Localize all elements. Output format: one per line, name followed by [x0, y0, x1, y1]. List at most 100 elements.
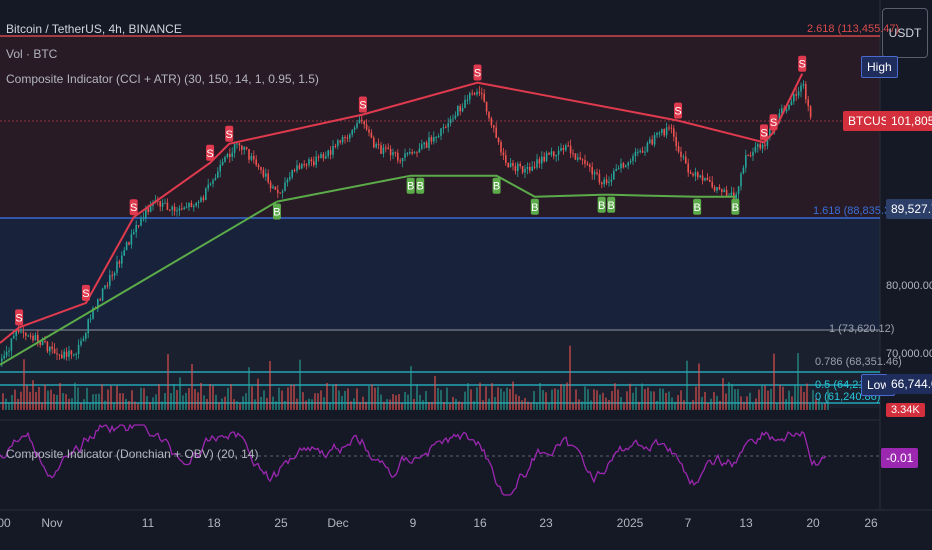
volume-bar: [578, 399, 580, 410]
candle-body: [214, 177, 217, 181]
volume-bar: [137, 403, 139, 410]
candle-body: [236, 143, 238, 145]
candle-body: [622, 163, 625, 168]
volume-bar: [107, 389, 109, 410]
candle-body: [262, 169, 265, 177]
volume-bar: [803, 392, 805, 410]
candle-body: [173, 206, 176, 212]
volume-bar: [797, 353, 799, 410]
candle-body: [512, 163, 514, 167]
candle-body: [536, 159, 538, 168]
candle-body: [368, 129, 370, 133]
volume-bar: [95, 393, 97, 410]
candle-body: [226, 154, 229, 157]
sell-signal-line-start: [0, 326, 20, 344]
candle-body: [15, 329, 17, 336]
candle-body: [519, 163, 521, 167]
sell-signal-8-text: S: [760, 127, 767, 139]
indicator-cci-atr-legend[interactable]: Composite Indicator (CCI + ATR) (30, 150…: [6, 72, 319, 86]
volume-bar: [359, 402, 361, 410]
candle-body: [178, 208, 181, 211]
volume-bar: [98, 393, 100, 410]
candle-body: [351, 129, 353, 135]
volume-bar: [404, 391, 406, 410]
candle-body: [301, 164, 303, 169]
candle-body: [716, 187, 718, 191]
volume-bar: [365, 401, 367, 410]
candle-body: [149, 205, 152, 213]
candle-body: [109, 275, 111, 286]
buy-signal-3-box: [492, 177, 501, 194]
candle-body: [267, 173, 269, 183]
x-tick-9: 9: [409, 516, 417, 530]
volume-bar: [245, 393, 247, 410]
volume-bar: [608, 400, 610, 410]
candle-body: [123, 250, 125, 256]
sell-signal-6-box: [473, 64, 482, 81]
volume-bar: [776, 402, 778, 410]
candle-body: [389, 148, 392, 156]
candle-body: [613, 171, 615, 180]
volume-bar: [800, 386, 802, 410]
symbol-title[interactable]: Bitcoin / TetherUS, 4h, BINANCE: [6, 22, 182, 36]
candle-body: [545, 153, 548, 162]
candle-body: [147, 208, 149, 213]
buy-signal-7: B: [693, 198, 702, 215]
sell-signal-5: S: [358, 96, 367, 113]
candle-body: [245, 146, 248, 149]
volume-bar: [392, 394, 394, 410]
candle-body: [135, 225, 137, 233]
volume-bar: [125, 398, 127, 410]
candle-body: [29, 335, 32, 337]
candle-body: [757, 144, 759, 147]
candle-body: [111, 275, 113, 277]
candle-body: [440, 128, 442, 136]
buy-signal-5: B: [597, 196, 606, 213]
candle-body: [248, 148, 250, 160]
candle-body: [781, 108, 783, 114]
volume-bar: [500, 388, 502, 410]
volume-bar: [290, 384, 292, 410]
volume-bar: [521, 400, 523, 410]
volume-bar: [326, 382, 328, 410]
sell-signal-5-text: S: [359, 100, 366, 112]
x-tick-20: 20: [806, 516, 820, 530]
volume-bar: [809, 403, 811, 410]
candle-body: [740, 173, 742, 187]
volume-bar: [134, 401, 136, 410]
candle-body: [322, 154, 325, 159]
candle-body: [430, 137, 433, 142]
volume-bar: [779, 384, 781, 410]
volume-bar: [149, 402, 151, 410]
candle-body: [454, 115, 457, 119]
volume-bar: [344, 390, 346, 410]
candle-body: [737, 186, 740, 194]
volume-bar: [791, 396, 793, 410]
candle-body: [483, 93, 485, 102]
volume-legend[interactable]: Vol · BTC: [6, 47, 58, 61]
candle-body: [493, 125, 495, 128]
candle-body: [589, 164, 591, 168]
indicator-donchian-obv-legend[interactable]: Composite Indicator (Donchian + OBV) (20…: [6, 447, 259, 461]
candle-body: [526, 167, 529, 169]
candle-body: [140, 218, 142, 226]
volume-bar: [185, 392, 187, 410]
volume-bar: [773, 353, 775, 410]
volume-bars: [2, 345, 829, 410]
candle-body: [82, 338, 85, 341]
volume-bar: [605, 397, 607, 410]
candle-body: [253, 155, 255, 160]
candle-body: [185, 207, 188, 209]
fib-1618-price-tag: 89,527.74: [886, 199, 932, 219]
volume-bar: [569, 345, 571, 410]
currency-button[interactable]: USDT: [882, 8, 928, 58]
volume-bar: [554, 388, 556, 410]
volume-bar: [242, 396, 244, 410]
volume-bar: [446, 387, 448, 410]
volume-bar: [704, 392, 706, 410]
candle-body: [10, 338, 13, 351]
candle-body: [80, 340, 82, 345]
volume-bar: [587, 389, 589, 410]
volume-bar: [785, 399, 787, 410]
